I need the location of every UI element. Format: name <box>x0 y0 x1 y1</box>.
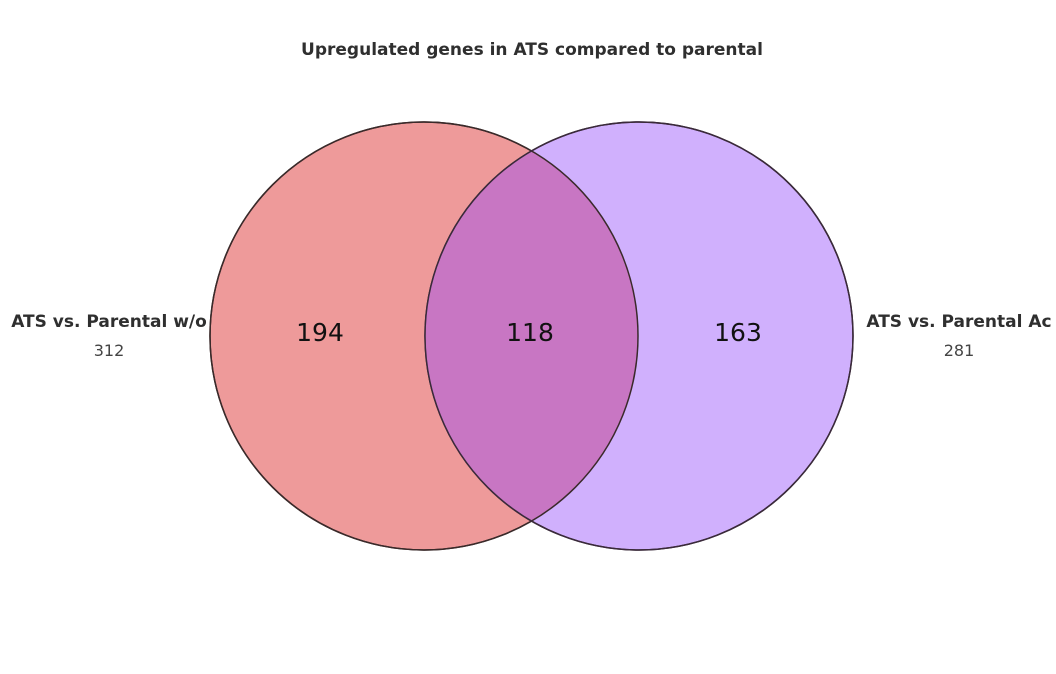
right-set-label: ATS vs. Parental Ac <box>866 312 1051 332</box>
right-set-size: 281 <box>944 341 975 360</box>
intersection-count: 118 <box>506 318 554 347</box>
left-set-label: ATS vs. Parental w/o <box>11 312 207 332</box>
right-only-count: 163 <box>714 318 762 347</box>
left-set-outline <box>209 121 639 551</box>
intersection-region <box>425 122 638 550</box>
chart-title: Upregulated genes in ATS compared to par… <box>301 40 763 60</box>
right-set-outline <box>424 121 854 551</box>
left-set-size: 312 <box>94 341 125 360</box>
left-only-count: 194 <box>296 318 344 347</box>
